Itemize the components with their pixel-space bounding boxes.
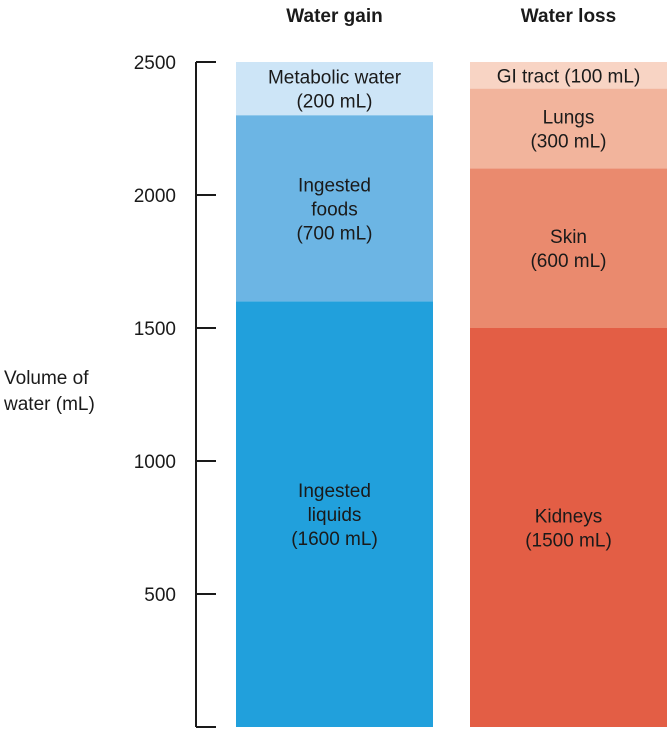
bar-segment-lungs: Lungs (300 mL): [470, 88, 667, 169]
bar-segment-rect: [470, 62, 667, 89]
bar-segment-label: Skin: [550, 227, 587, 248]
bar-segment-label: (200 mL): [296, 92, 372, 113]
bar-segment-rect: [236, 62, 433, 116]
y-tick-label: 1000: [134, 452, 176, 473]
bar-segment-gi-tract: GI tract (100 mL): [470, 62, 667, 89]
bar-segment-label: Ingested: [298, 175, 371, 196]
column-water-loss: Water loss Kidneys (1500 mL) Skin (600 mL) Lu…: [470, 6, 667, 727]
y-tick-label: 2500: [134, 53, 176, 74]
bar-segment-label: Kidneys: [535, 507, 603, 528]
y-tick-label: 1500: [134, 319, 176, 340]
bar-segment-label: Metabolic water: [268, 68, 402, 89]
bar-segment-label: (300 mL): [530, 132, 606, 153]
bar-segment-label: Ingested: [298, 481, 371, 502]
bar-segment-ingested-foods: Ingested foods (700 mL): [236, 115, 433, 302]
bar-segment-label: (700 mL): [296, 223, 372, 244]
y-axis-label-line: Volume of: [4, 368, 89, 389]
bar-segment-label: Lungs: [543, 108, 595, 129]
bar-segment-label: liquids: [308, 505, 362, 526]
bar-segment-kidneys: Kidneys (1500 mL): [470, 328, 667, 727]
bar-segment-label: (1500 mL): [525, 531, 612, 552]
bar-segment-metabolic-water: Metabolic water (200 mL): [236, 62, 433, 116]
y-tick-label: 2000: [134, 186, 176, 207]
column-title: Water loss: [521, 6, 616, 27]
bar-segment-rect: [236, 301, 433, 727]
bar-segment-rect: [236, 115, 433, 302]
bar-segment-rect: [470, 328, 667, 727]
y-axis-label: Volume of water (mL): [3, 368, 95, 415]
bar-segment-label: foods: [311, 199, 357, 220]
bar-segment-label: (1600 mL): [291, 529, 378, 550]
bar-segment-rect: [470, 88, 667, 169]
bar-segment-skin: Skin (600 mL): [470, 168, 667, 328]
y-tick-label: 500: [144, 585, 176, 606]
y-axis-label-line: water (mL): [3, 394, 95, 415]
bar-segment-label: (600 mL): [530, 251, 606, 272]
bar-segment-ingested-liquids: Ingested liquids (1600 mL): [236, 301, 433, 727]
bar-segment-label: GI tract (100 mL): [497, 66, 641, 87]
column-title: Water gain: [286, 6, 382, 27]
bar-segment-rect: [470, 168, 667, 328]
y-axis: 500 1000 1500 2000 2500: [134, 53, 216, 728]
